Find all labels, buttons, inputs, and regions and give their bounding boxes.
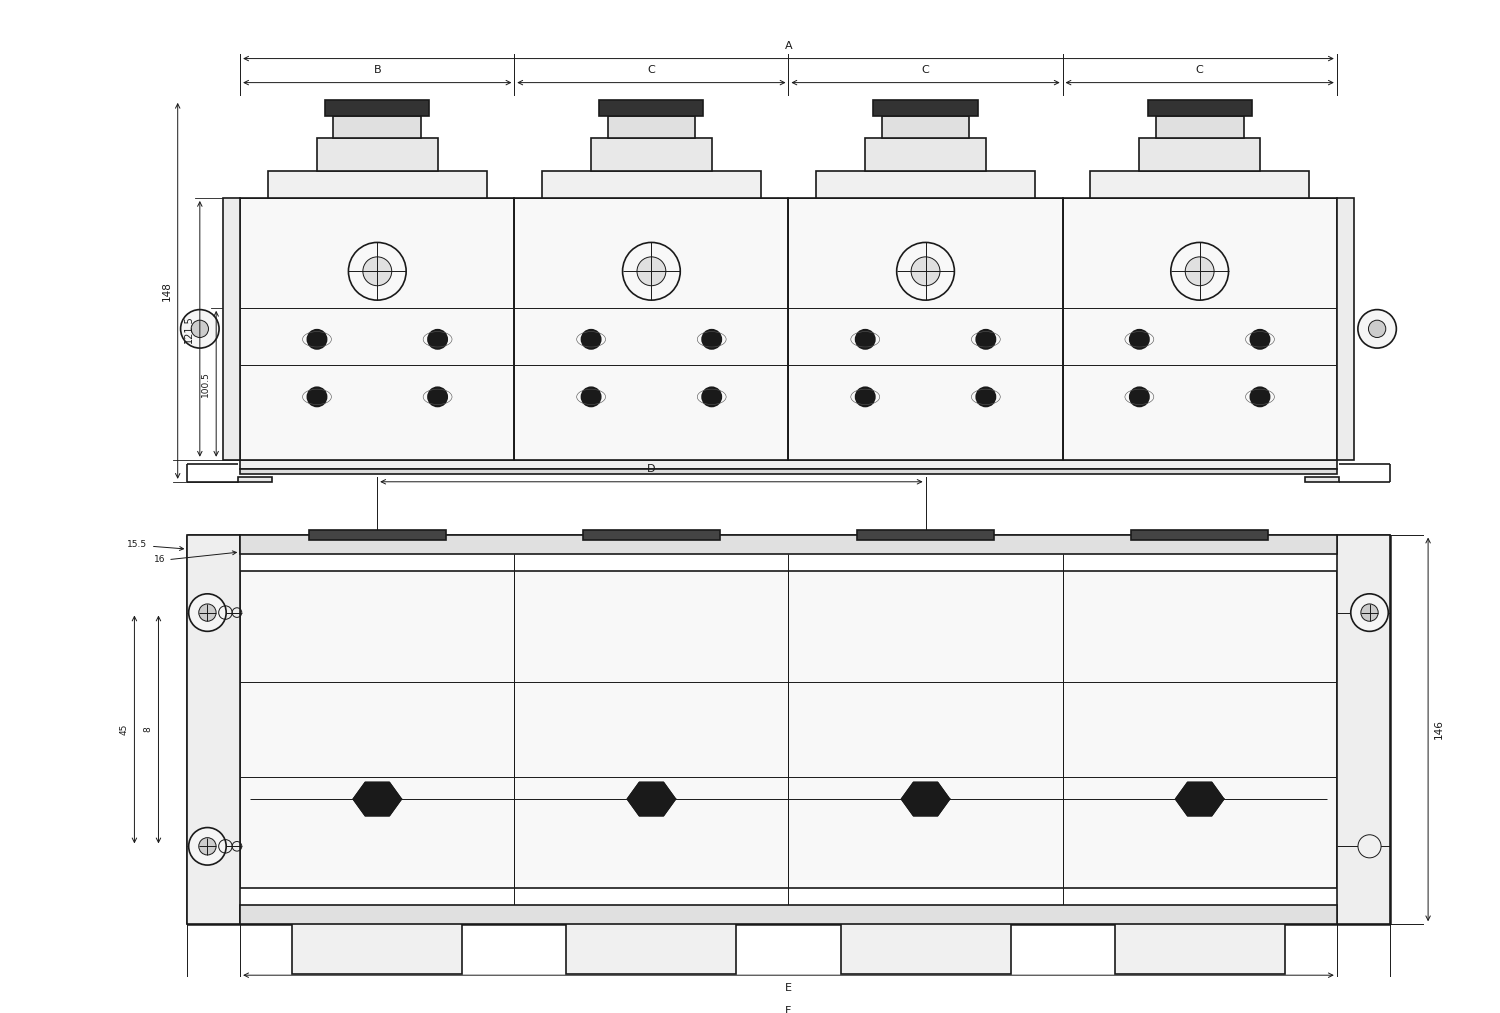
Text: 148: 148 — [162, 281, 172, 301]
Circle shape — [897, 242, 954, 300]
Circle shape — [200, 838, 216, 855]
Bar — [1062, 198, 1336, 460]
Text: 146: 146 — [1434, 719, 1444, 739]
Bar — [542, 171, 760, 198]
Bar — [873, 100, 978, 116]
Bar — [326, 100, 429, 116]
Bar — [865, 139, 986, 171]
Bar — [1156, 116, 1244, 139]
Circle shape — [427, 329, 447, 348]
Circle shape — [1172, 242, 1228, 300]
Bar — [224, 198, 240, 460]
Circle shape — [702, 387, 721, 406]
Circle shape — [189, 594, 226, 631]
Bar — [600, 100, 703, 116]
Text: 15.5: 15.5 — [128, 540, 147, 549]
Circle shape — [1251, 329, 1269, 348]
Bar — [240, 198, 514, 460]
Circle shape — [1130, 387, 1149, 406]
Bar — [267, 171, 488, 198]
Circle shape — [855, 329, 874, 348]
Circle shape — [638, 257, 666, 286]
Circle shape — [1130, 329, 1149, 348]
Text: 8: 8 — [144, 726, 153, 732]
Circle shape — [1360, 604, 1378, 621]
Text: C: C — [648, 65, 656, 75]
Bar — [240, 460, 1336, 469]
Circle shape — [1358, 835, 1382, 858]
Bar — [840, 922, 1011, 975]
Bar — [333, 116, 422, 139]
Circle shape — [1251, 387, 1269, 406]
Text: A: A — [784, 41, 792, 51]
Text: D: D — [646, 464, 656, 474]
Bar — [856, 530, 994, 541]
Circle shape — [1185, 257, 1214, 286]
Bar — [1131, 530, 1268, 541]
Bar — [1114, 922, 1284, 975]
Circle shape — [190, 320, 208, 337]
Bar — [1336, 535, 1389, 924]
Text: C: C — [1196, 65, 1203, 75]
Polygon shape — [627, 782, 675, 815]
Bar — [240, 535, 1336, 554]
Circle shape — [363, 257, 392, 286]
Circle shape — [180, 310, 219, 348]
Bar — [1305, 477, 1338, 482]
Circle shape — [976, 387, 996, 406]
Bar — [240, 469, 1336, 474]
Circle shape — [855, 387, 874, 406]
Circle shape — [427, 387, 447, 406]
Circle shape — [308, 387, 327, 406]
Circle shape — [1368, 320, 1386, 337]
Bar — [591, 139, 711, 171]
Bar — [816, 171, 1035, 198]
Bar — [584, 530, 720, 541]
Bar — [1090, 171, 1310, 198]
Circle shape — [582, 329, 600, 348]
Circle shape — [622, 242, 681, 300]
Bar — [882, 116, 969, 139]
Text: 45: 45 — [120, 723, 129, 735]
Bar — [514, 198, 789, 460]
Circle shape — [1358, 310, 1396, 348]
Circle shape — [910, 257, 940, 286]
Text: B: B — [374, 65, 381, 75]
Bar — [292, 922, 462, 975]
Bar — [789, 198, 1062, 460]
Polygon shape — [1176, 782, 1224, 815]
Bar — [1336, 198, 1354, 460]
Text: 100.5: 100.5 — [201, 371, 210, 397]
Circle shape — [976, 329, 996, 348]
Text: E: E — [784, 983, 792, 993]
Bar — [240, 905, 1336, 924]
Circle shape — [348, 242, 406, 300]
Circle shape — [308, 329, 327, 348]
Bar — [240, 571, 1336, 887]
Bar — [608, 116, 696, 139]
Text: 121.5: 121.5 — [184, 315, 194, 342]
Bar — [238, 477, 272, 482]
Bar — [567, 922, 736, 975]
Bar — [1140, 139, 1260, 171]
Text: C: C — [921, 65, 930, 75]
Polygon shape — [902, 782, 950, 815]
Circle shape — [189, 828, 226, 865]
Bar — [316, 139, 438, 171]
Bar — [309, 530, 446, 541]
Polygon shape — [352, 782, 402, 815]
Bar — [1148, 100, 1251, 116]
Circle shape — [1352, 594, 1389, 631]
Text: F: F — [786, 1006, 792, 1013]
Circle shape — [582, 387, 600, 406]
Bar — [188, 535, 240, 924]
Circle shape — [200, 604, 216, 621]
Text: 16: 16 — [153, 555, 165, 564]
Circle shape — [702, 329, 721, 348]
